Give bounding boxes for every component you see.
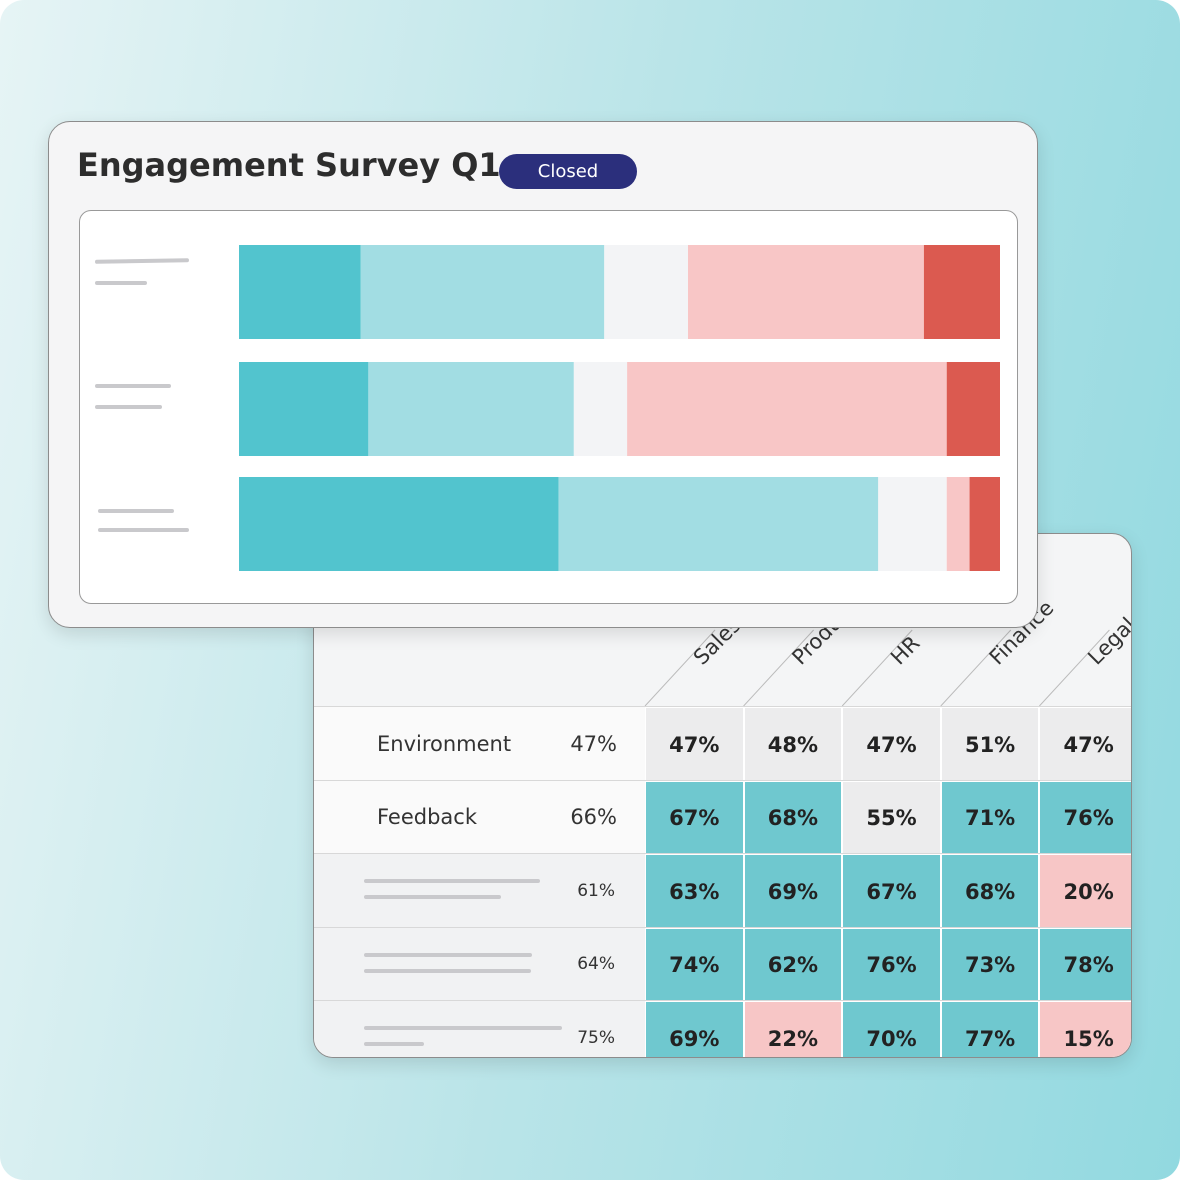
header-divider [743, 629, 814, 706]
heat-cell: 77% [940, 1001, 1040, 1057]
bar-segment [239, 245, 361, 339]
heat-cell: 55% [842, 781, 941, 854]
row-label: Environment [377, 732, 512, 756]
placeholder-line [364, 952, 532, 957]
heat-cell: 78% [1039, 928, 1131, 1001]
column-header: Legal [1083, 613, 1132, 670]
chart-box [79, 210, 1018, 604]
placeholder-line [364, 895, 501, 899]
table-row: 75% 69% 22% 70% 77% 15% [314, 1000, 1131, 1057]
survey-card: Engagement Survey Q1 Closed [48, 121, 1038, 628]
heat-cell: 68% [743, 781, 843, 854]
status-badge[interactable]: Closed [499, 154, 637, 189]
column-header: HR [886, 631, 924, 669]
row-overall: 66% [570, 805, 617, 829]
placeholder-line [95, 281, 147, 285]
bar-segment [878, 477, 947, 571]
heat-cell: 74% [645, 928, 744, 1001]
bar-segment [627, 362, 947, 456]
heat-cell: 48% [743, 707, 843, 781]
placeholder-line [364, 1026, 562, 1030]
heat-cell: 70% [842, 1001, 941, 1057]
heat-cell: 22% [743, 1001, 843, 1057]
placeholder-line [98, 528, 189, 532]
placeholder-line [95, 405, 162, 409]
heat-cell: 69% [645, 1001, 744, 1057]
bar-segment [360, 245, 605, 339]
bar-segment [573, 362, 628, 456]
bar-segment [687, 245, 924, 339]
heat-cell: 20% [1039, 854, 1131, 928]
bar-segment [923, 245, 1000, 339]
bar-segment [558, 477, 879, 571]
row-overall: 61% [577, 881, 615, 901]
table-row: 61% 63% 69% 67% 68% 20% [314, 853, 1131, 928]
placeholder-line [98, 509, 174, 513]
heat-cell: 47% [645, 707, 744, 781]
heat-cell: 51% [940, 707, 1040, 781]
row-label: Feedback [377, 805, 478, 829]
stacked-bars [239, 245, 1000, 571]
heat-cell: 63% [645, 854, 744, 928]
bar-segment [946, 477, 970, 571]
row-overall: 47% [570, 732, 617, 756]
heat-cell: 47% [1039, 707, 1131, 781]
header-divider [1039, 629, 1110, 706]
header-divider [644, 629, 716, 706]
bar-segment [239, 362, 369, 456]
bar-segment [969, 477, 1000, 571]
placeholder-line [364, 879, 540, 883]
heat-cell: 76% [842, 928, 941, 1001]
heat-cell: 69% [743, 854, 843, 928]
header-divider [841, 629, 913, 706]
bar-segment [368, 362, 574, 456]
bar-segment [604, 245, 688, 339]
table-row: Environment 47% 47% 48% 47% 51% 47% [314, 706, 1131, 781]
table-row: 64% 74% 62% 76% 73% 78% [314, 927, 1131, 1001]
placeholder-line [95, 384, 171, 388]
heat-cell: 71% [940, 781, 1040, 854]
table-row: Feedback 66% 67% 68% 55% 71% 76% [314, 780, 1131, 854]
heat-cell: 67% [842, 854, 941, 928]
bar-segment [239, 477, 559, 571]
row-overall: 75% [577, 1028, 615, 1048]
header-divider [940, 629, 1012, 706]
row-overall: 64% [577, 954, 615, 974]
heat-cell: 73% [940, 928, 1040, 1001]
heat-cell: 68% [940, 854, 1040, 928]
survey-title: Engagement Survey Q1 [77, 146, 501, 184]
heat-cell: 15% [1039, 1001, 1131, 1057]
heat-cell: 76% [1039, 781, 1131, 854]
bar-segment [946, 362, 1000, 456]
placeholder-line [364, 1042, 424, 1046]
heat-cell: 67% [645, 781, 744, 854]
heat-cell: 62% [743, 928, 843, 1001]
heat-cell: 47% [842, 707, 941, 781]
placeholder-line [364, 968, 531, 973]
